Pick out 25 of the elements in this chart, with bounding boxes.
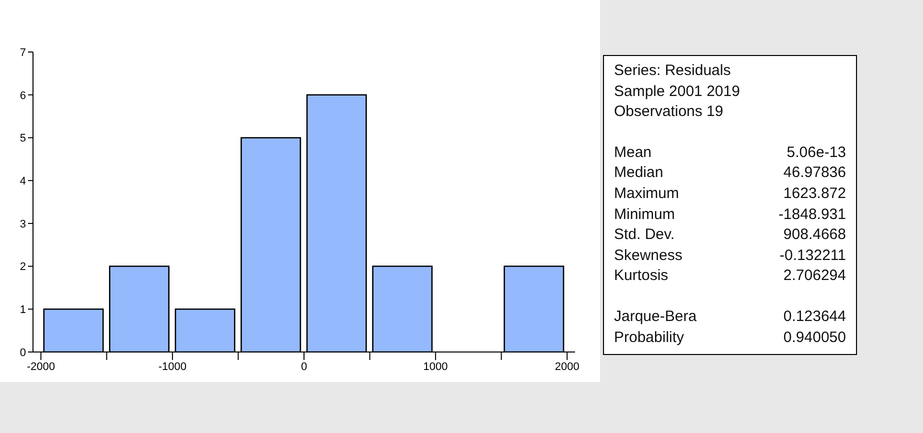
text: Sample 2001 2019 — [614, 82, 741, 102]
text: Probability 0.940050 — [614, 328, 846, 346]
text: Jarque-Bera 0.123644 — [614, 308, 846, 325]
text: Series: Residuals — [614, 61, 732, 81]
text: Mean 5.06e-13 — [614, 144, 846, 161]
x-tick-label: 0 — [300, 360, 308, 373]
y-tick-label: 1 — [20, 304, 26, 316]
x-tick-label: -1000 — [158, 360, 187, 373]
x-tick-label: 1000 — [423, 360, 448, 373]
x-tick-label: -2000 — [26, 360, 55, 373]
text: Skewness -0.132211 — [614, 246, 846, 264]
x-tick-label: 2000 — [554, 360, 580, 373]
text: Minimum -1848.931 — [614, 206, 846, 223]
y-tick-label: 3 — [20, 218, 26, 230]
y-tick-label: 6 — [20, 90, 26, 102]
text: Maximum 1623.872 — [614, 184, 846, 202]
text: Median 46.97836 — [614, 164, 846, 182]
y-tick-label: 4 — [20, 175, 26, 188]
y-tick-label: 2 — [20, 261, 26, 274]
text: Std. Dev. 908.4668 — [614, 226, 846, 244]
y-tick-label: 7 — [20, 46, 26, 59]
y-tick-label: 0 — [20, 346, 26, 359]
y-tick-label: 5 — [20, 132, 26, 145]
text: Observations 19 — [614, 102, 724, 122]
text: Kurtosis 2.706294 — [614, 267, 846, 284]
